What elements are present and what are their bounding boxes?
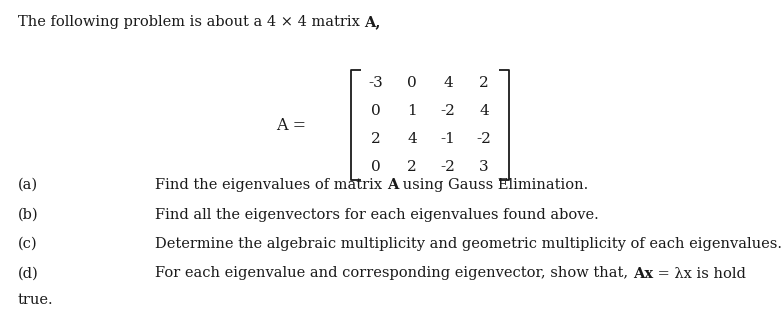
Text: A: A [387, 178, 398, 192]
Text: -1: -1 [441, 132, 456, 146]
Text: Find the eigenvalues of matrix: Find the eigenvalues of matrix [155, 178, 387, 192]
Text: 2: 2 [479, 76, 489, 90]
Text: 2: 2 [371, 132, 381, 146]
Text: -3: -3 [369, 76, 384, 90]
Text: A,: A, [365, 15, 381, 29]
Text: using Gauss Elimination.: using Gauss Elimination. [398, 178, 588, 192]
Text: 0: 0 [407, 76, 417, 90]
Text: For each eigenvalue and corresponding eigenvector, show that,: For each eigenvalue and corresponding ei… [155, 267, 633, 281]
Text: A =: A = [276, 116, 306, 133]
Text: (d): (d) [18, 267, 38, 281]
Text: Find all the eigenvectors for each eigenvalues found above.: Find all the eigenvectors for each eigen… [155, 207, 599, 221]
Text: -2: -2 [477, 132, 492, 146]
Text: 0: 0 [371, 104, 381, 118]
Text: true.: true. [18, 293, 53, 308]
Text: 4: 4 [407, 132, 417, 146]
Text: = λx is hold: = λx is hold [653, 267, 745, 281]
Text: Determine the algebraic multiplicity and geometric multiplicity of each eigenval: Determine the algebraic multiplicity and… [155, 237, 782, 251]
Text: -2: -2 [441, 160, 456, 174]
Text: 3: 3 [479, 160, 489, 174]
Text: 4: 4 [443, 76, 453, 90]
Text: (a): (a) [18, 178, 38, 192]
Text: -2: -2 [441, 104, 456, 118]
Text: 0: 0 [371, 160, 381, 174]
Text: 4: 4 [479, 104, 489, 118]
Text: Ax: Ax [633, 267, 653, 281]
Text: (b): (b) [18, 207, 38, 221]
Text: (c): (c) [18, 237, 38, 251]
Text: 2: 2 [407, 160, 417, 174]
Text: The following problem is about a 4 × 4 matrix: The following problem is about a 4 × 4 m… [18, 15, 365, 29]
Text: 1: 1 [407, 104, 417, 118]
